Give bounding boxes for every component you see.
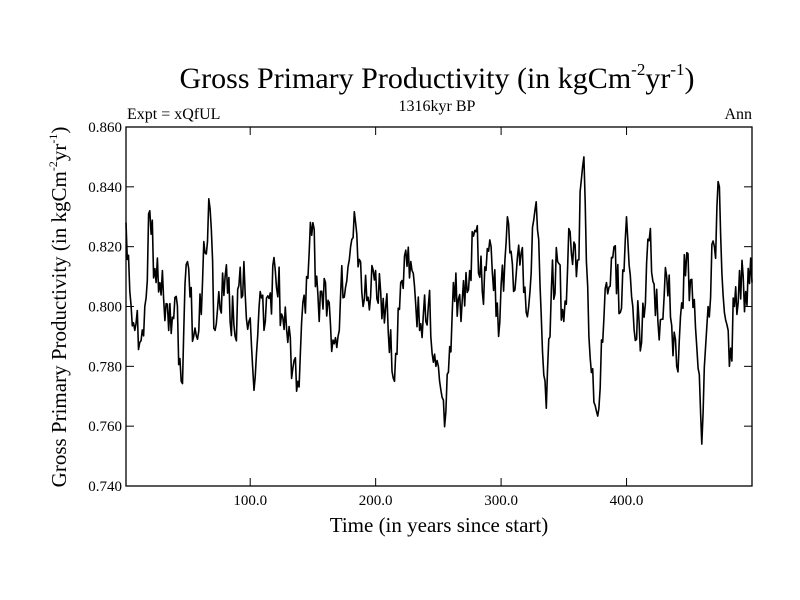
y-axis-title-main: Gross Primary Productivity (in kgCm <box>47 171 71 487</box>
x-axis: 100.0 200.0 300.0 400.0 <box>233 127 643 509</box>
y-axis-title: Gross Primary Productivity (in kgCm-2yr-… <box>46 127 71 488</box>
x-tick-label: 200.0 <box>359 493 393 509</box>
y-tick-label: 0.800 <box>88 300 122 316</box>
y-axis-title-sup2: -1 <box>46 134 60 144</box>
y-tick-label: 0.740 <box>88 479 122 495</box>
y-tick-label: 0.860 <box>88 120 122 136</box>
y-axis-title-sup1: -2 <box>46 161 60 171</box>
chart-title-main: Gross Primary Productivity (in kgCm <box>180 62 632 95</box>
gpp-series-line <box>125 156 753 445</box>
chart-title-end: ) <box>685 62 695 95</box>
y-axis: 0.740 0.760 0.780 0.800 0.820 0.840 0.860 <box>88 120 752 495</box>
y-tick-label: 0.820 <box>88 240 122 256</box>
y-axis-title-end: ) <box>47 127 71 134</box>
subtitle-season: Ann <box>724 106 752 123</box>
subtitle-period: 1316kyr BP <box>399 98 476 115</box>
y-tick-label: 0.780 <box>88 359 122 375</box>
chart-title-mid: yr <box>645 62 670 95</box>
chart-title-sup1: -2 <box>631 60 645 79</box>
y-tick-label: 0.840 <box>88 180 122 196</box>
x-tick-label: 400.0 <box>610 493 644 509</box>
x-axis-title: Time (in years since start) <box>330 513 549 537</box>
x-tick-label: 100.0 <box>233 493 267 509</box>
y-tick-label: 0.760 <box>88 419 122 435</box>
y-axis-title-mid: yr <box>47 144 71 162</box>
chart-title: Gross Primary Productivity (in kgCm-2yr-… <box>180 60 695 95</box>
chart-title-sup2: -1 <box>670 60 684 79</box>
x-tick-label: 300.0 <box>484 493 518 509</box>
subtitle-experiment: Expt = xQfUL <box>127 106 220 123</box>
